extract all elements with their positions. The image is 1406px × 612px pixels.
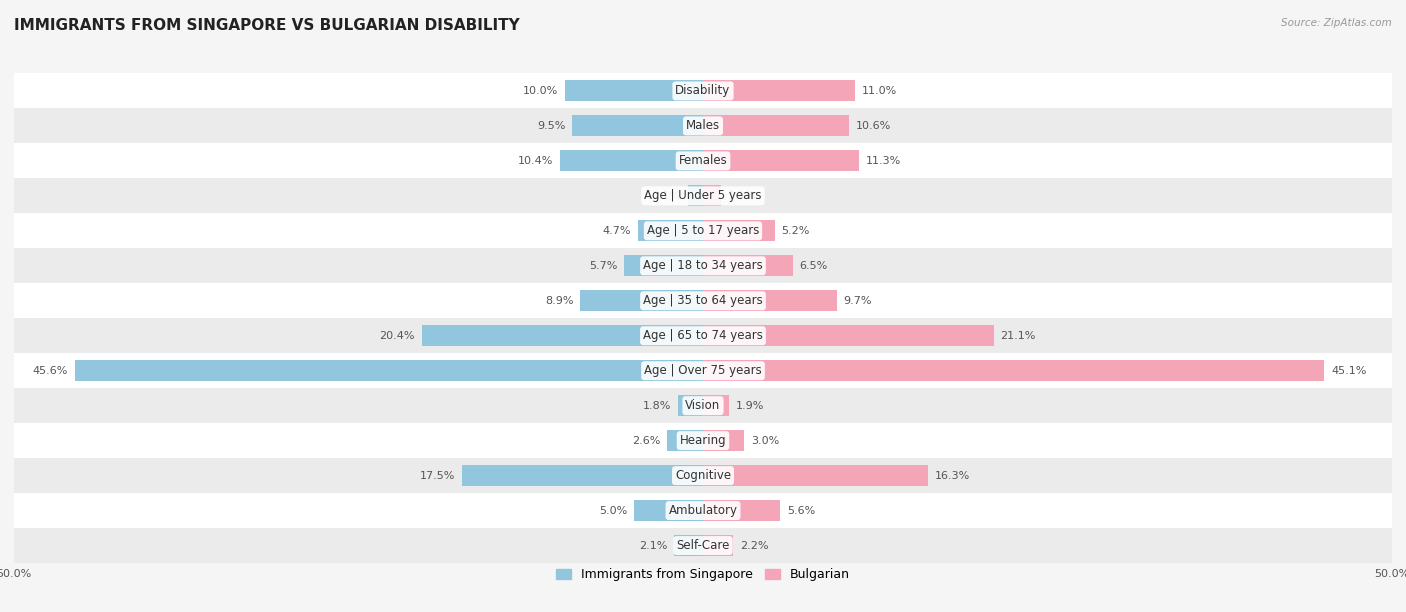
Text: Hearing: Hearing [679, 434, 727, 447]
Text: 17.5%: 17.5% [419, 471, 456, 480]
Text: 1.1%: 1.1% [652, 191, 681, 201]
Bar [703, 220, 775, 241]
Bar [75, 360, 703, 381]
Bar [638, 220, 703, 241]
Bar [703, 395, 730, 416]
Text: Disability: Disability [675, 84, 731, 97]
Bar [572, 116, 703, 136]
Bar [703, 535, 734, 556]
Text: Vision: Vision [685, 399, 721, 412]
Bar [581, 290, 703, 312]
Text: Age | 5 to 17 years: Age | 5 to 17 years [647, 225, 759, 237]
Text: 11.3%: 11.3% [866, 156, 901, 166]
Bar [14, 318, 1392, 353]
Bar [14, 388, 1392, 423]
Text: 10.0%: 10.0% [523, 86, 558, 96]
Bar [673, 535, 703, 556]
Bar [703, 430, 744, 451]
Bar [14, 178, 1392, 214]
Bar [14, 353, 1392, 388]
Bar [14, 248, 1392, 283]
Bar [703, 325, 994, 346]
Bar [14, 458, 1392, 493]
Bar [560, 151, 703, 171]
Bar [703, 255, 793, 276]
Text: 20.4%: 20.4% [380, 330, 415, 341]
Text: 2.6%: 2.6% [631, 436, 661, 446]
Text: Source: ZipAtlas.com: Source: ZipAtlas.com [1281, 18, 1392, 28]
Text: Females: Females [679, 154, 727, 167]
Text: 11.0%: 11.0% [862, 86, 897, 96]
Text: 10.6%: 10.6% [856, 121, 891, 131]
Text: Age | 65 to 74 years: Age | 65 to 74 years [643, 329, 763, 342]
Text: 9.5%: 9.5% [537, 121, 565, 131]
Bar [703, 80, 855, 102]
Bar [634, 500, 703, 521]
Bar [14, 423, 1392, 458]
Text: 10.4%: 10.4% [517, 156, 553, 166]
Legend: Immigrants from Singapore, Bulgarian: Immigrants from Singapore, Bulgarian [551, 563, 855, 586]
Bar [624, 255, 703, 276]
Bar [14, 143, 1392, 178]
Text: 2.1%: 2.1% [638, 540, 668, 551]
Bar [688, 185, 703, 206]
Text: 1.3%: 1.3% [728, 191, 756, 201]
Text: IMMIGRANTS FROM SINGAPORE VS BULGARIAN DISABILITY: IMMIGRANTS FROM SINGAPORE VS BULGARIAN D… [14, 18, 520, 34]
Bar [703, 360, 1324, 381]
Text: 1.9%: 1.9% [737, 401, 765, 411]
Text: 5.2%: 5.2% [782, 226, 810, 236]
Bar [703, 290, 837, 312]
Text: 45.6%: 45.6% [32, 366, 67, 376]
Bar [422, 325, 703, 346]
Text: 45.1%: 45.1% [1331, 366, 1367, 376]
Bar [14, 493, 1392, 528]
Bar [14, 73, 1392, 108]
Bar [565, 80, 703, 102]
Bar [703, 151, 859, 171]
Text: 5.7%: 5.7% [589, 261, 617, 271]
Bar [678, 395, 703, 416]
Bar [668, 430, 703, 451]
Text: Cognitive: Cognitive [675, 469, 731, 482]
Text: Ambulatory: Ambulatory [668, 504, 738, 517]
Text: Age | 35 to 64 years: Age | 35 to 64 years [643, 294, 763, 307]
Text: 21.1%: 21.1% [1001, 330, 1036, 341]
Bar [703, 465, 928, 486]
Text: Males: Males [686, 119, 720, 132]
Text: Self-Care: Self-Care [676, 539, 730, 552]
Bar [14, 108, 1392, 143]
Bar [703, 116, 849, 136]
Text: 5.6%: 5.6% [787, 506, 815, 515]
Text: 16.3%: 16.3% [935, 471, 970, 480]
Bar [703, 500, 780, 521]
Bar [703, 185, 721, 206]
Text: 4.7%: 4.7% [603, 226, 631, 236]
Text: 5.0%: 5.0% [599, 506, 627, 515]
Bar [14, 214, 1392, 248]
Text: 3.0%: 3.0% [751, 436, 779, 446]
Bar [461, 465, 703, 486]
Text: 8.9%: 8.9% [546, 296, 574, 306]
Text: 9.7%: 9.7% [844, 296, 872, 306]
Text: Age | 18 to 34 years: Age | 18 to 34 years [643, 259, 763, 272]
Bar [14, 528, 1392, 563]
Bar [14, 283, 1392, 318]
Text: 6.5%: 6.5% [800, 261, 828, 271]
Text: 2.2%: 2.2% [740, 540, 769, 551]
Text: Age | Under 5 years: Age | Under 5 years [644, 189, 762, 203]
Text: 1.8%: 1.8% [643, 401, 671, 411]
Text: Age | Over 75 years: Age | Over 75 years [644, 364, 762, 377]
